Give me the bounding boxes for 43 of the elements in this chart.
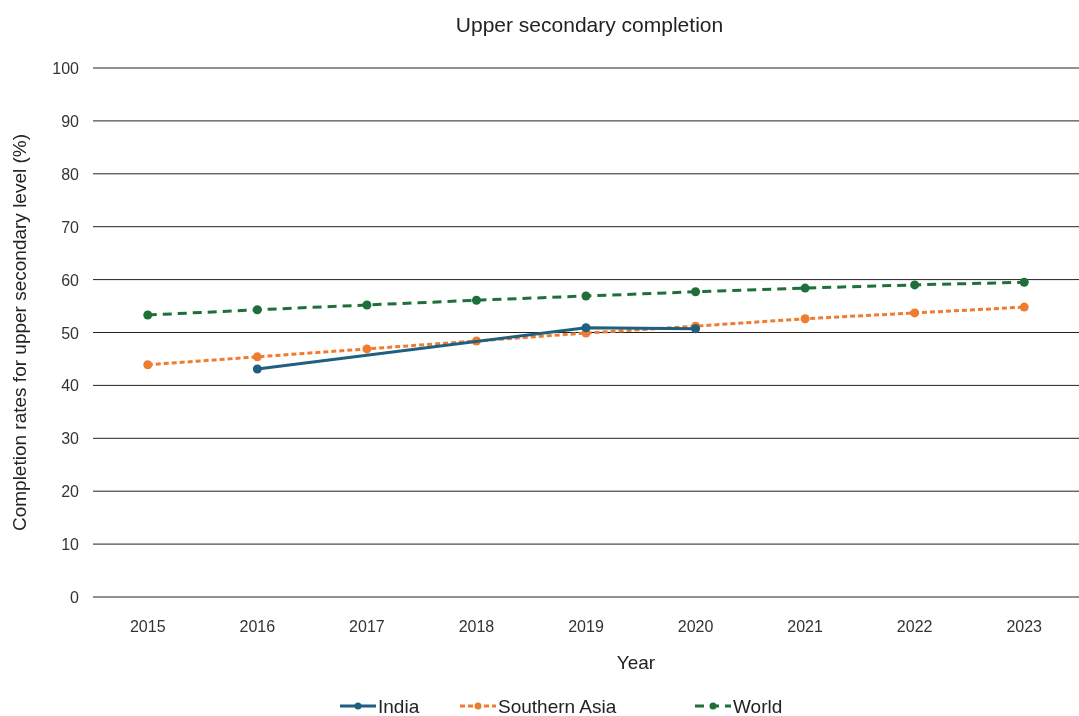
y-tick-label: 10 <box>61 536 80 554</box>
point <box>143 360 153 370</box>
legend-label: Southern Asia <box>498 696 617 716</box>
y-tick-label: 60 <box>61 271 80 289</box>
chart-title: Upper secondary completion <box>455 13 724 36</box>
legend-label: World <box>733 696 783 716</box>
x-tick-label: 2018 <box>458 618 495 635</box>
point <box>1019 277 1029 287</box>
y-tick-label: 40 <box>61 377 80 395</box>
x-tick-label: 2022 <box>896 618 933 635</box>
point <box>910 280 920 290</box>
point <box>252 352 262 362</box>
x-tick-label: 2017 <box>349 618 385 635</box>
x-tick-label: 2020 <box>677 618 714 635</box>
y-tick-label: 90 <box>61 112 80 130</box>
x-axis-title: Year <box>616 652 656 673</box>
y-tick-label: 30 <box>61 430 80 448</box>
point <box>1019 302 1029 312</box>
x-tick-label: 2021 <box>787 618 824 635</box>
y-tick-label: 50 <box>61 324 80 342</box>
y-tick-label: 70 <box>61 218 80 236</box>
point <box>581 323 591 333</box>
point <box>581 291 591 301</box>
x-tick-label: 2019 <box>568 618 604 635</box>
point <box>252 305 262 315</box>
y-axis-title: Completion rates for upper secondary level (%) <box>9 133 30 532</box>
point <box>362 344 372 354</box>
y-tick-label: 80 <box>61 165 80 183</box>
x-tick-label: 2016 <box>239 618 276 635</box>
point <box>143 310 153 320</box>
legend-label: India <box>378 696 420 716</box>
point <box>362 300 372 310</box>
point <box>800 283 810 293</box>
y-tick-label: 0 <box>70 589 80 606</box>
x-tick-label: 2015 <box>129 618 166 635</box>
point <box>252 364 262 374</box>
y-tick-label: 20 <box>61 483 80 501</box>
point <box>910 308 920 318</box>
y-tick-label: 100 <box>52 60 80 77</box>
x-tick-label: 2023 <box>1006 618 1043 635</box>
point <box>800 314 810 324</box>
point <box>691 287 701 297</box>
point <box>471 295 481 305</box>
